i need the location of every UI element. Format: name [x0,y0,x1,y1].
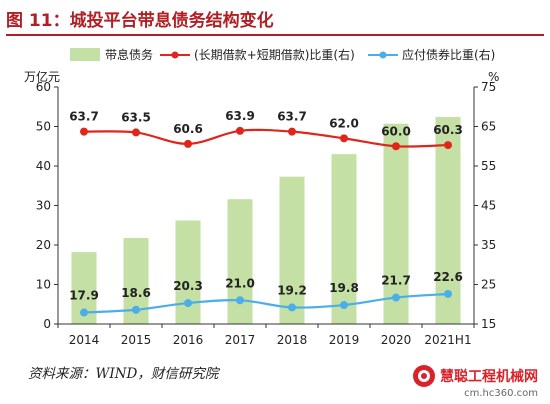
watermark-name: 慧聪工程机械网 [440,369,538,385]
point-bonds-share-2017 [236,296,244,305]
point-bonds-share-2018 [288,303,296,312]
point-loans-share-2015 [132,128,140,137]
data-label-bonds-share-2020: 21.7 [381,274,411,288]
data-label-bonds-share-2017: 21.0 [225,276,255,290]
data-label-loans-share-2021H1: 60.3 [433,123,463,137]
y-right-tick-label: 75 [481,80,496,94]
point-loans-share-2014 [80,127,88,136]
data-label-loans-share-2018: 63.7 [277,110,307,124]
bar-2019 [331,154,357,324]
watermark-logo-icon [413,365,435,387]
y-left-tick-label: 30 [36,199,51,213]
combo-chart: 带息债务 (长期借款+短期借款)比重(右) 应付债券比重(右) 万亿元 % 0 10 20 30… [24,47,499,347]
source-note: 资料来源：WIND，财信研究院 [28,366,219,382]
y-right-unit: % [488,70,499,84]
point-bonds-share-2016 [184,299,192,308]
legend-marker-red [171,51,179,59]
y-left-tick-label: 50 [36,120,51,134]
y-right-tick-label: 55 [481,159,496,173]
x-tick-label: 2021H1 [424,333,471,347]
x-tick-label: 2018 [277,333,308,347]
bar-2016 [175,220,201,324]
x-tick-label: 2014 [69,333,100,347]
bar-2021H1 [435,117,461,325]
legend-swatch-bar [70,48,100,61]
data-label-loans-share-2019: 62.0 [329,116,359,130]
x-tick-label: 2019 [329,333,360,347]
point-bonds-share-2015 [132,305,140,314]
data-label-bonds-share-2018: 19.2 [277,283,307,297]
legend-label-bar: 带息债务 [105,47,153,62]
line-loans-share [83,128,449,148]
y-right-tick-label: 65 [481,120,496,134]
point-bonds-share-2019 [340,301,348,310]
watermark: 慧聪工程机械网 cm.hc360.com [412,364,538,399]
y-right-tick-label: 25 [481,278,496,292]
data-label-loans-share-2014: 63.7 [69,110,99,124]
point-bonds-share-2014 [80,308,88,317]
data-label-bonds-share-2014: 17.9 [69,289,99,303]
title-rule [6,34,544,36]
point-loans-share-2021H1 [444,141,452,150]
point-loans-share-2020 [392,142,400,151]
y-left-tick-label: 60 [36,80,51,94]
y-left-unit: 万亿元 [24,69,60,84]
point-bonds-share-2020 [392,293,400,302]
point-loans-share-2017 [236,126,244,135]
legend-marker-blue [379,51,387,59]
line-bonds-share [83,292,449,314]
y-left-tick-label: 40 [36,159,51,173]
bar-2018 [279,176,305,324]
data-label-bonds-share-2016: 20.3 [173,279,203,293]
data-label-loans-share-2015: 63.5 [121,110,151,124]
x-tick-label: 2016 [173,333,204,347]
point-loans-share-2018 [288,127,296,136]
data-label-bonds-share-2021H1: 22.6 [433,270,463,284]
y-right-tick-label: 35 [481,238,496,252]
y-right-tick-label: 45 [481,199,496,213]
data-label-loans-share-2016: 60.6 [173,122,203,136]
x-tick-label: 2017 [225,333,256,347]
data-label-loans-share-2017: 63.9 [225,109,255,123]
bar-2017 [227,199,253,324]
x-tick-label: 2020 [381,333,412,347]
y-left-tick-label: 10 [36,278,51,292]
point-loans-share-2019 [340,134,348,143]
y-right-tick-label: 15 [481,317,496,331]
y-left-tick-label: 0 [43,317,51,331]
legend-label-red: (长期借款+短期借款)比重(右) [194,47,355,62]
legend-label-blue: 应付债券比重(右) [402,47,495,62]
figure-title: 图 11：城投平台带息债务结构变化 [6,11,274,31]
data-label-loans-share-2020: 60.0 [381,124,411,138]
data-label-bonds-share-2019: 19.8 [329,281,359,295]
watermark-url: cm.hc360.com [464,388,538,399]
point-bonds-share-2021H1 [444,289,452,298]
point-loans-share-2016 [184,139,192,148]
data-label-bonds-share-2015: 18.6 [121,286,151,300]
x-tick-label: 2015 [121,333,152,347]
y-left-tick-label: 20 [36,238,51,252]
bar-2020 [383,123,409,324]
